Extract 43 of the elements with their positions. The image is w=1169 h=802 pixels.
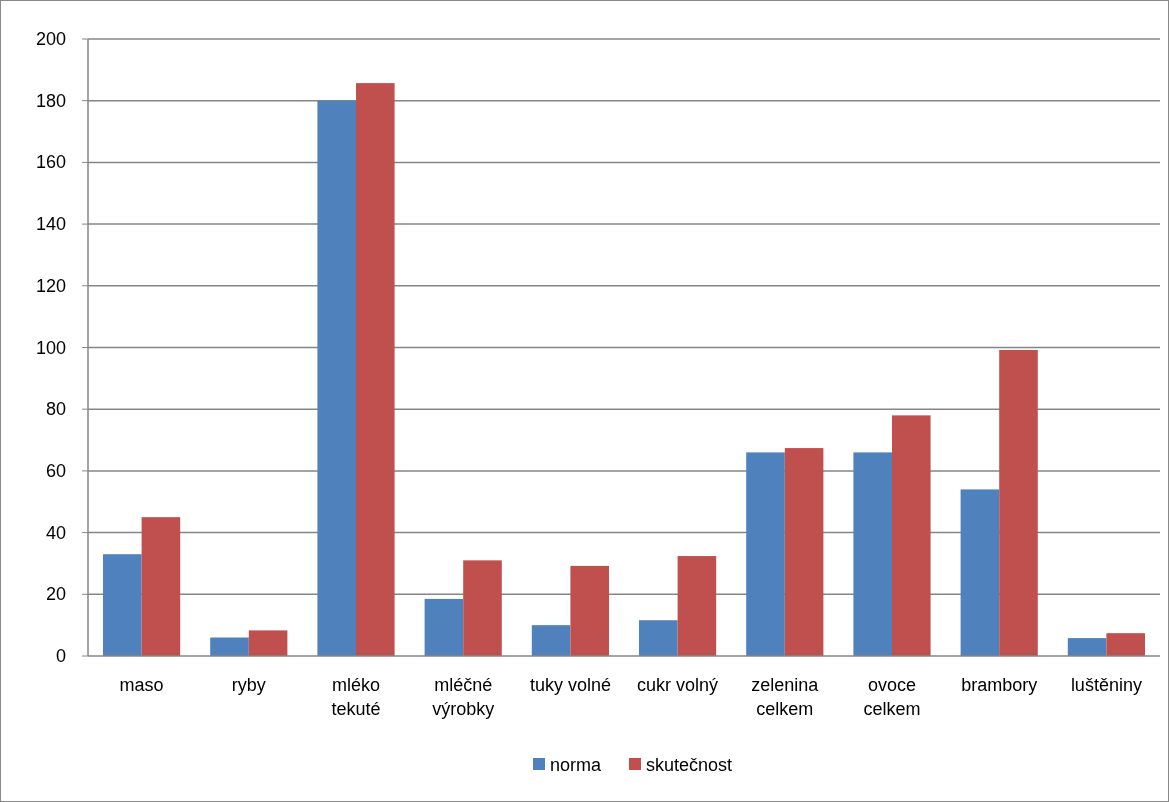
bar bbox=[463, 560, 502, 656]
y-tick-label: 80 bbox=[45, 399, 66, 420]
bar bbox=[248, 630, 288, 656]
bar bbox=[317, 100, 356, 656]
bar bbox=[960, 489, 1000, 656]
bar bbox=[892, 415, 931, 656]
bar bbox=[1067, 638, 1107, 656]
x-tick-label: ovoce celkem bbox=[863, 675, 921, 719]
bar bbox=[746, 452, 785, 656]
bar bbox=[999, 349, 1038, 656]
bar bbox=[356, 83, 395, 656]
x-tick-label: ryby bbox=[231, 675, 266, 695]
x-tick-label: zelenina celkem bbox=[751, 675, 820, 719]
y-tick-label: 160 bbox=[35, 152, 66, 173]
bar bbox=[210, 637, 249, 656]
x-tick-label: maso bbox=[119, 675, 164, 695]
y-tick-label: 20 bbox=[45, 584, 66, 605]
x-tick-label: tuky volné bbox=[529, 675, 611, 695]
bar bbox=[784, 448, 824, 656]
y-tick-label: 100 bbox=[35, 337, 66, 358]
x-tick-label: brambory bbox=[961, 675, 1038, 695]
y-tick-label: 200 bbox=[35, 29, 66, 49]
bar bbox=[531, 625, 571, 656]
bar bbox=[570, 565, 609, 656]
bar bbox=[853, 452, 892, 656]
y-tick-label: 120 bbox=[35, 275, 66, 296]
bar bbox=[677, 556, 717, 656]
y-tick-label: 140 bbox=[35, 214, 66, 235]
legend-label: norma bbox=[550, 755, 603, 775]
y-tick-label: 40 bbox=[45, 522, 66, 543]
y-tick-label: 180 bbox=[35, 90, 66, 111]
x-tick-label: mléko tekuté bbox=[331, 675, 381, 719]
bar bbox=[103, 554, 142, 656]
x-tick-label: mléčné výrobky bbox=[432, 675, 495, 719]
x-tick-label: cukr volný bbox=[637, 675, 719, 695]
bar bbox=[141, 517, 181, 656]
x-tick-label: luštěniny bbox=[1070, 675, 1142, 695]
bar bbox=[1106, 633, 1145, 656]
bar bbox=[639, 620, 678, 656]
legend-label: skutečnost bbox=[646, 755, 733, 775]
y-tick-label: 0 bbox=[55, 646, 66, 666]
bar bbox=[424, 598, 464, 656]
y-tick-label: 60 bbox=[45, 460, 66, 481]
